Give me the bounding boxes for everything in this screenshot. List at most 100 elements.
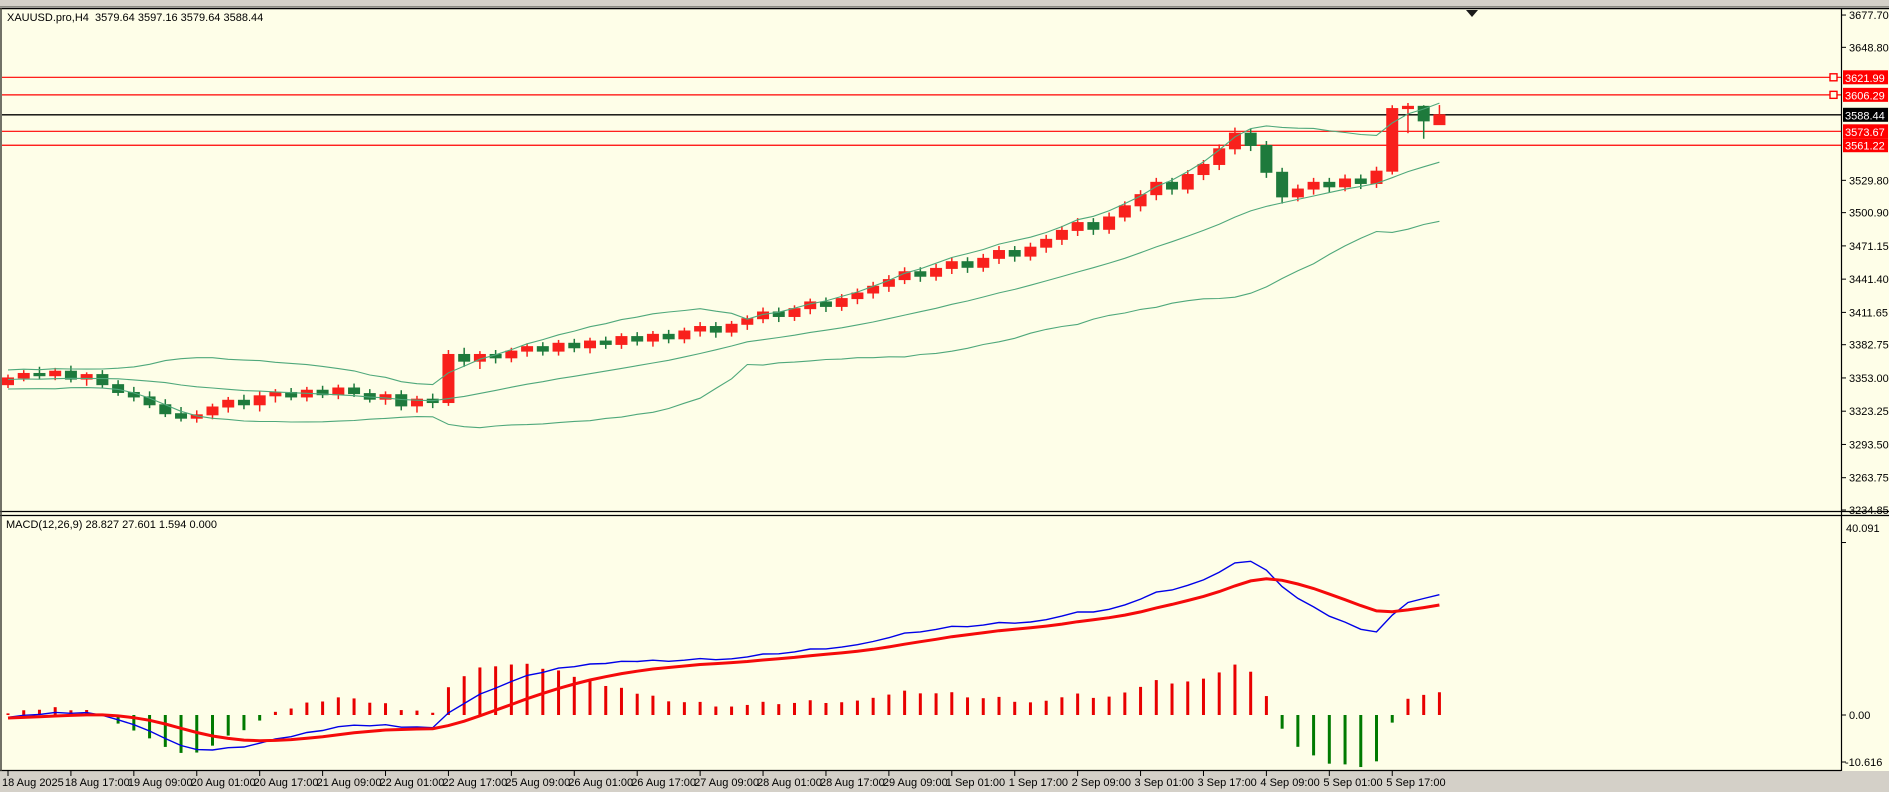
bollinger-layer [7,102,1440,429]
candle-body [536,346,549,352]
candle-body [1307,181,1320,190]
candle-body [615,336,628,345]
candle-body [851,292,864,300]
price-lines-layer[interactable] [2,73,1841,146]
candle-body [1244,132,1257,146]
time-tick-label: 19 Aug 09:00 [128,777,193,789]
sr-price-badge-text: 3561.22 [1845,141,1885,153]
line-handle[interactable] [1829,73,1838,82]
time-tick-label: 25 Aug 09:00 [505,777,570,789]
price-tick-label: 3382.75 [1849,340,1889,352]
candle-body [458,353,471,362]
price-tick-label: 3529.80 [1849,175,1889,187]
bollinger-middle-line [7,161,1440,402]
candle-body [1024,246,1037,257]
macd-signal-line [7,577,1440,743]
candle-body [788,308,801,317]
time-tick-label: 18 Aug 17:00 [65,777,130,789]
macd-axis-bottom-label: -10.616 [1845,757,1882,769]
candle-body [96,374,109,386]
price-axis: 3677.70 3648.80 3529.80 3500.90 3471.15 3441.… [1841,10,1889,769]
price-tick-label: 3648.80 [1849,42,1889,54]
candle-body [1276,171,1289,198]
time-tick-label: 27 Aug 09:00 [694,777,759,789]
candle-body [1323,181,1336,188]
candle-body [1071,222,1084,231]
candle-body [1417,105,1430,122]
candle-body [49,370,62,377]
candle-body [1055,229,1068,240]
candle-body [1103,216,1116,230]
candle-body [410,398,423,407]
candle-body [662,333,675,340]
macd-layer [6,560,1441,768]
candle-body [709,326,722,333]
candle-body [945,261,958,269]
candle-body [521,346,534,352]
time-tick-label: 4 Sep 09:00 [1260,777,1319,789]
candle-body [1228,132,1241,150]
sr-price-badge [1843,124,1888,139]
bollinger-lower-line [7,220,1440,429]
candle-body [694,326,707,332]
time-tick-label: 18 Aug 2025 [2,777,64,789]
candle-body [2,377,14,386]
candle-body [395,394,408,407]
bid-price-badge-text: 3588.44 [1845,110,1885,122]
macd-axis-zero-label: 0.00 [1849,710,1870,722]
line-handle[interactable] [1829,90,1838,100]
time-tick-label: 20 Aug 17:00 [254,777,319,789]
candle-body [206,406,219,416]
time-tick-label: 28 Aug 17:00 [820,777,885,789]
candle-body [835,298,848,307]
candle-body [316,389,329,396]
bollinger-upper-line [7,102,1440,386]
candle-body [977,257,990,268]
candle-body [1134,194,1147,207]
time-tick-label: 21 Aug 09:00 [317,777,382,789]
price-tick-label: 3441.40 [1849,274,1889,286]
candle-body [819,301,832,307]
time-tick-label: 22 Aug 01:00 [380,777,445,789]
candle-body [757,311,770,320]
macd-indicator-label: MACD(12,26,9) 28.827 27.601 1.594 0.000 [6,519,217,531]
time-tick-label: 22 Aug 17:00 [442,777,507,789]
time-tick-label: 26 Aug 17:00 [631,777,696,789]
candle-body [1260,144,1273,173]
candle-body [930,267,943,277]
candle-body [599,340,612,345]
price-tick-label: 3500.90 [1849,208,1889,220]
candle-body [646,333,659,342]
sr-price-badge [1843,138,1888,153]
macd-main-line [7,560,1440,751]
candle-body [64,370,77,380]
candle-body [17,372,30,379]
candle-body [442,353,455,404]
sr-price-badge-text: 3606.29 [1845,90,1885,102]
candle-body [678,330,691,340]
candle-body [1401,105,1414,110]
candle-body [631,336,644,342]
candle-body [1008,250,1021,257]
price-tick-label: 3234.85 [1849,505,1889,517]
price-tick-label: 3677.70 [1849,10,1889,22]
time-tick-label: 3 Sep 17:00 [1197,777,1256,789]
chart-shift-triangle-icon [1466,10,1478,17]
candle-body [1354,178,1367,184]
time-tick-label: 1 Sep 17:00 [1009,777,1068,789]
time-tick-label: 2 Sep 09:00 [1072,777,1131,789]
price-tick-label: 3293.50 [1849,439,1889,451]
candle-body [552,342,565,352]
time-tick-label: 1 Sep 01:00 [946,777,1005,789]
candle-body [1040,238,1053,248]
candle-body [253,395,266,406]
candle-body [348,387,361,395]
candle-body [1118,205,1131,218]
candle-body [1087,222,1100,230]
candle-body [222,399,235,408]
candle-body [1213,148,1226,165]
